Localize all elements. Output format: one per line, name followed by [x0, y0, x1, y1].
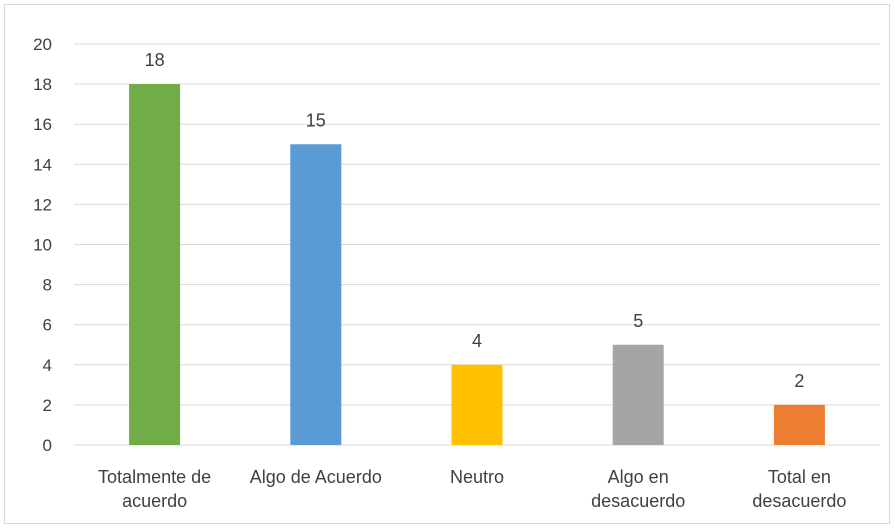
y-tick-label: 12 — [33, 195, 52, 214]
data-label: 15 — [306, 110, 326, 130]
category-label: desacuerdo — [752, 491, 846, 511]
y-tick-label: 16 — [33, 115, 52, 134]
data-label: 5 — [633, 311, 643, 331]
data-label: 18 — [145, 50, 165, 70]
data-label: 2 — [794, 371, 804, 391]
y-tick-label: 6 — [43, 316, 52, 335]
y-tick-label: 14 — [33, 155, 52, 174]
y-tick-label: 8 — [43, 276, 52, 295]
category-label: Total en — [768, 467, 831, 487]
data-label: 4 — [472, 331, 482, 351]
category-label: Totalmente de — [98, 467, 211, 487]
category-label: desacuerdo — [591, 491, 685, 511]
category-label: Algo en — [608, 467, 669, 487]
y-tick-label: 10 — [33, 236, 52, 255]
y-tick-label: 20 — [33, 35, 52, 54]
category-label: acuerdo — [122, 491, 187, 511]
bar — [290, 144, 342, 445]
y-tick-label: 0 — [43, 436, 52, 455]
y-tick-label: 2 — [43, 396, 52, 415]
category-label: Algo de Acuerdo — [250, 467, 382, 487]
bar — [612, 344, 664, 445]
bar — [129, 84, 181, 445]
y-tick-label: 4 — [43, 356, 52, 375]
bar — [451, 364, 503, 445]
bar — [773, 404, 825, 445]
y-tick-label: 18 — [33, 75, 52, 94]
category-label: Neutro — [450, 467, 504, 487]
